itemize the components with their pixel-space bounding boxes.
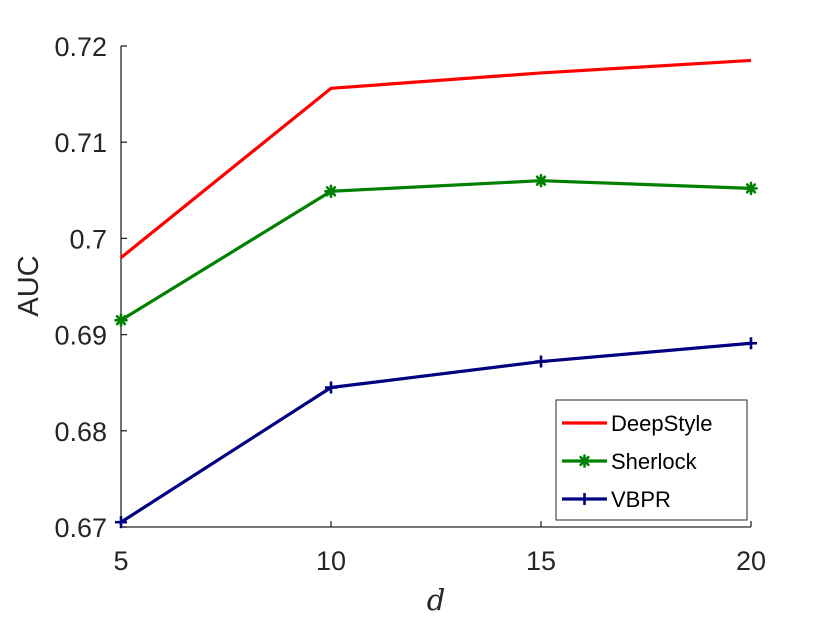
x-tick-label: 15 [526, 546, 556, 576]
axes: 5 10 15 20 0.67 0.68 0.69 0.7 0.71 0.72 [54, 32, 766, 576]
x-tick-label: 20 [736, 546, 766, 576]
x-tick-label: 5 [113, 546, 128, 576]
legend-label-sherlock: Sherlock [611, 449, 698, 474]
data-point-vbpr [325, 381, 337, 394]
legend-marker-vbpr [578, 493, 591, 505]
y-tick-label: 0.68 [54, 417, 107, 447]
y-axis-label: AUC [13, 255, 45, 316]
data-point-vbpr [745, 337, 757, 350]
legend-label-deepstyle: DeepStyle [611, 411, 713, 436]
y-tick-label: 0.71 [54, 128, 107, 158]
x-tick-label: 10 [316, 546, 346, 576]
series-line-deepstyle [119, 58, 752, 259]
legend: DeepStyle Sherlock VBPR [555, 399, 748, 521]
data-point-sherlock [744, 181, 758, 196]
y-tick-label: 0.72 [54, 32, 107, 62]
data-point-sherlock [534, 173, 548, 188]
data-point-sherlock [114, 313, 128, 327]
y-tick-label: 0.7 [69, 224, 107, 254]
data-point-vbpr [115, 516, 127, 529]
legend-marker-sherlock [577, 454, 592, 468]
y-tick-label: 0.69 [54, 321, 107, 351]
series-layer [114, 58, 758, 529]
series-line-vbpr [120, 341, 752, 524]
data-point-vbpr [535, 355, 547, 368]
data-point-sherlock [324, 184, 338, 199]
legend-label-vbpr: VBPR [611, 487, 671, 512]
x-axis-label: d [427, 583, 446, 617]
series-line-sherlock [120, 179, 752, 322]
y-tick-label: 0.67 [54, 513, 107, 543]
